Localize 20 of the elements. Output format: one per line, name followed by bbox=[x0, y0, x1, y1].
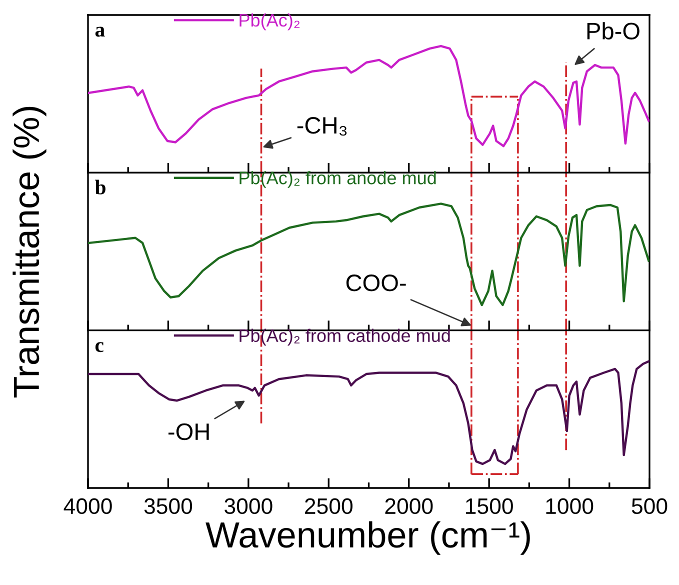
x-tick-label: 1000 bbox=[546, 498, 594, 514]
text: a bbox=[95, 26, 105, 37]
y-axis-title: Transmittance (%) bbox=[12, 106, 46, 398]
x-tick-label: 2000 bbox=[385, 498, 433, 514]
x-tick-label: 500 bbox=[632, 498, 668, 514]
x-tick-label: 1500 bbox=[466, 498, 513, 514]
x-tick-label: 3000 bbox=[224, 498, 272, 514]
legend-label: Pb(Ac)₂ bbox=[240, 13, 300, 30]
legend-label: Pb(Ac)₂ from cathode mud bbox=[240, 328, 450, 346]
annotation: -OH bbox=[168, 423, 209, 440]
annotation: COO- bbox=[346, 274, 406, 292]
x-tick-label: 2500 bbox=[305, 498, 352, 514]
annotation: -CH₃ bbox=[297, 117, 347, 136]
text: c bbox=[95, 342, 104, 352]
x-tick-label: 3500 bbox=[144, 498, 192, 514]
text: Pb-O bbox=[587, 22, 640, 40]
legend-label: Pb(Ac)₂ from anode mud bbox=[240, 171, 436, 188]
text: b bbox=[95, 180, 106, 194]
x-axis-title: Wavenumber (cm⁻¹) bbox=[206, 521, 530, 555]
x-tick-label: 4000 bbox=[64, 498, 112, 514]
